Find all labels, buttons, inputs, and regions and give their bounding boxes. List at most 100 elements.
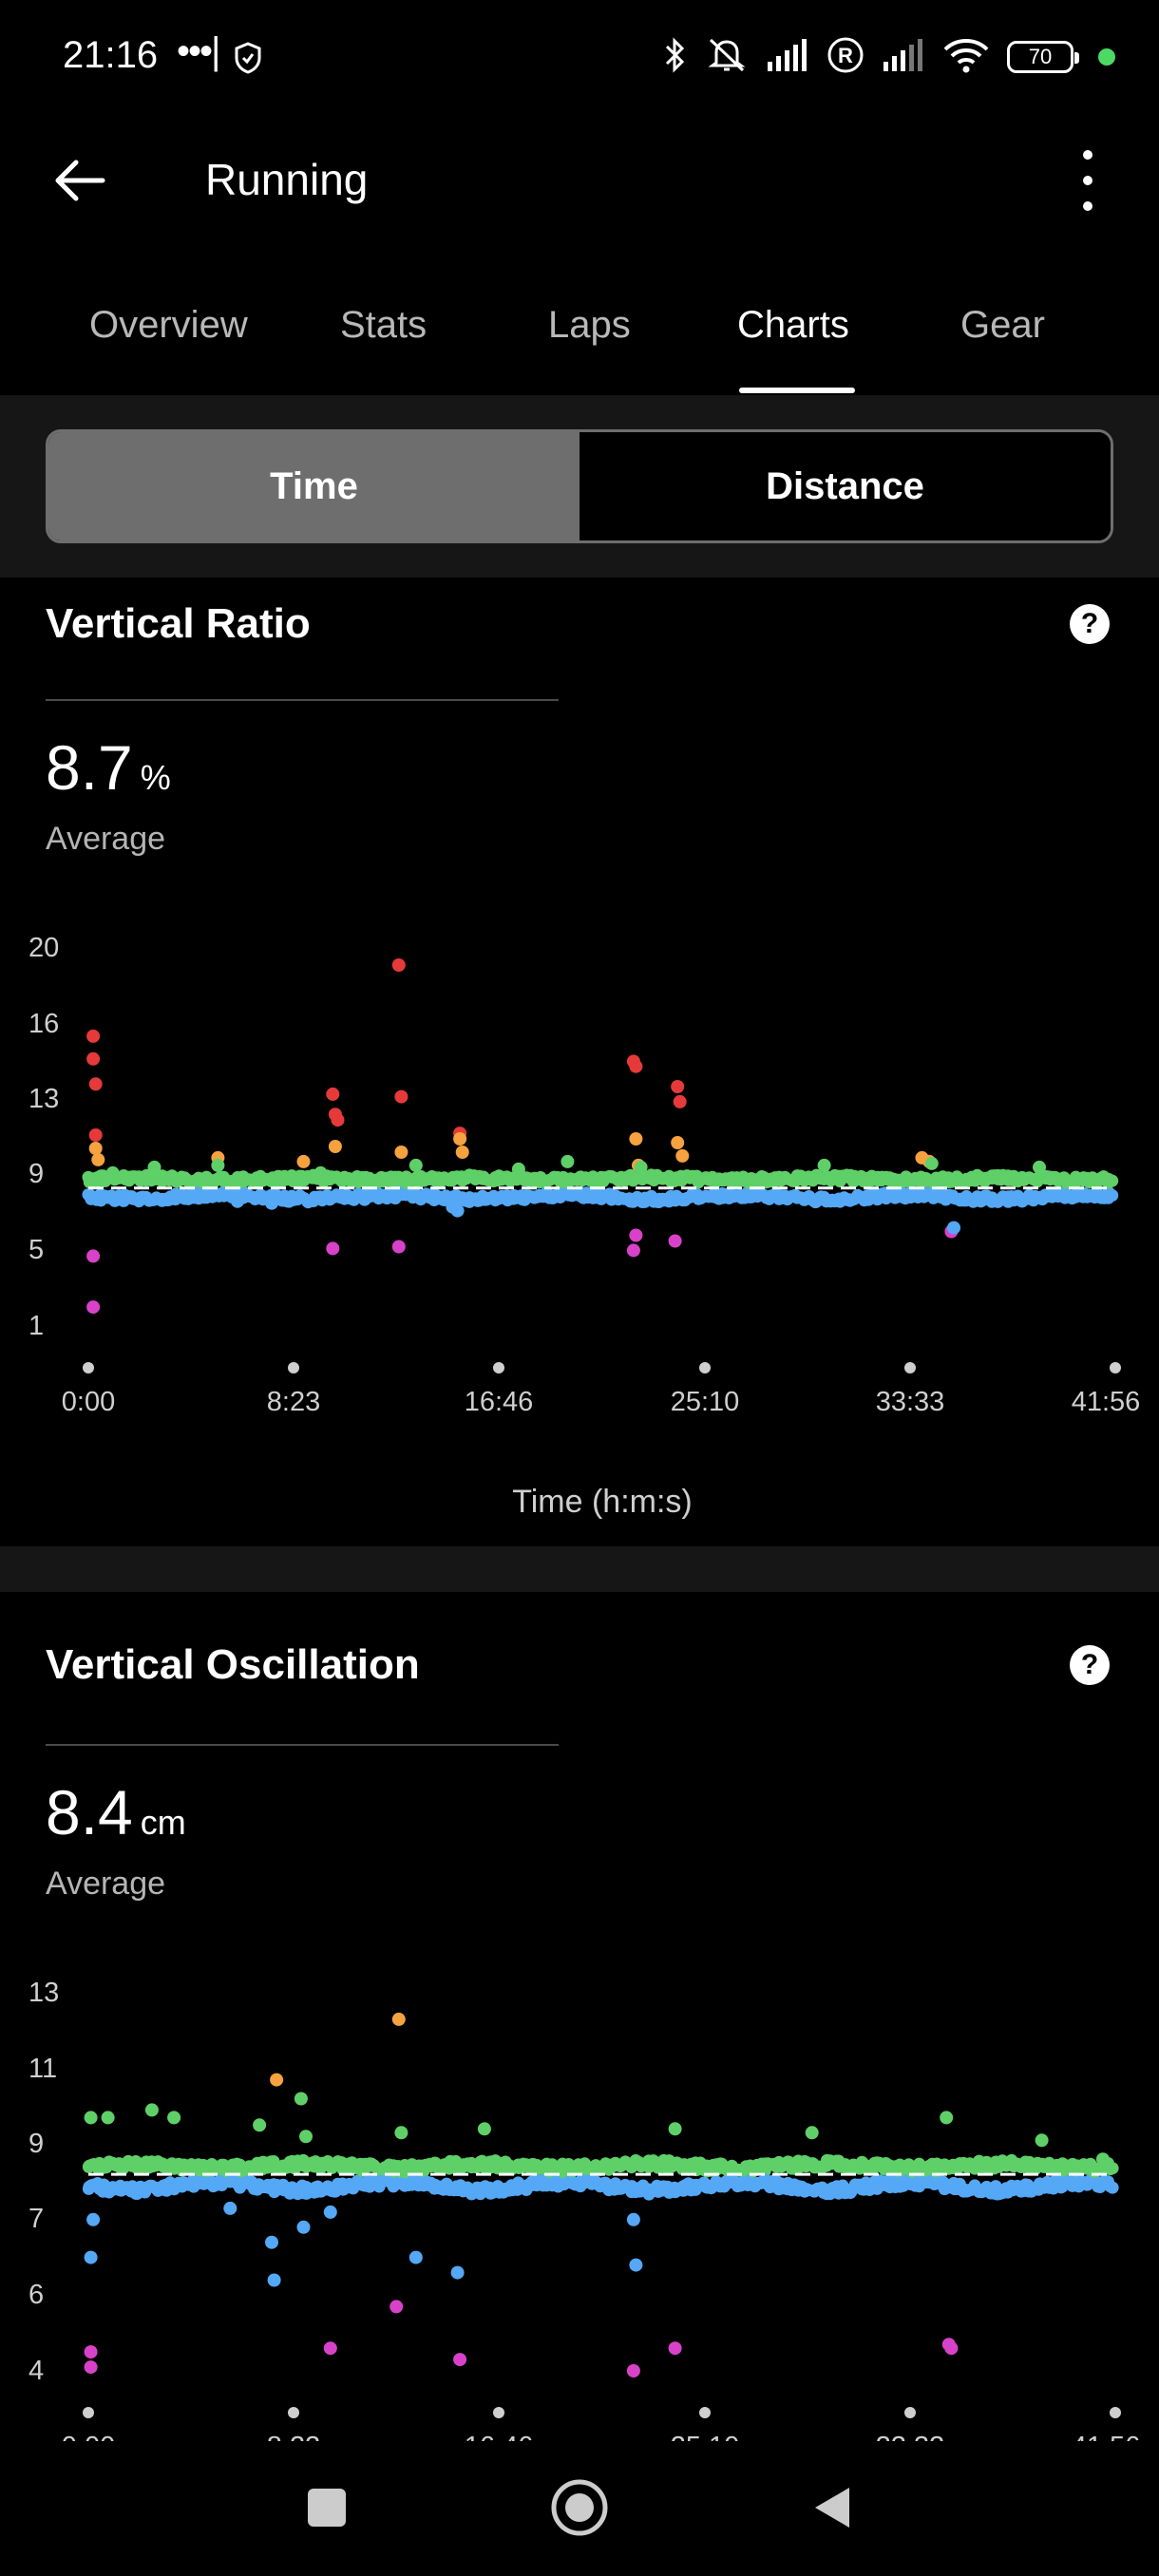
green-data-point xyxy=(817,1158,831,1172)
y-tick-label: 11 xyxy=(28,2054,58,2084)
magenta-data-point xyxy=(326,1241,340,1256)
green-data-point xyxy=(211,1158,225,1172)
x-tick-dot xyxy=(904,1362,916,1373)
orange-data-point xyxy=(88,1142,103,1155)
green-data-point xyxy=(1095,1171,1110,1185)
x-tick-dot xyxy=(288,2407,299,2418)
magenta-data-point xyxy=(668,2341,682,2356)
blue-data-point xyxy=(265,1196,278,1210)
green-data-point xyxy=(634,1160,648,1174)
distance-segment-button[interactable]: Distance xyxy=(580,432,1111,540)
wifi-icon xyxy=(942,37,990,78)
x-tick-label: 8:23 xyxy=(266,1387,321,1417)
orange-data-point xyxy=(453,1132,467,1146)
magenta-data-point xyxy=(390,2300,404,2314)
magenta-data-point xyxy=(84,2345,98,2359)
battery-icon: 70 xyxy=(1007,41,1079,73)
blue-data-point xyxy=(323,2205,337,2219)
blue-data-point xyxy=(267,2273,281,2287)
tab-stats[interactable]: Stats xyxy=(340,304,428,346)
time-segment-button[interactable]: Time xyxy=(48,432,580,540)
y-tick-label: 20 xyxy=(28,933,60,963)
average-value: 8.7% xyxy=(46,732,171,803)
orange-data-point xyxy=(629,1132,643,1146)
x-tick-label: 33:33 xyxy=(875,1387,945,1417)
green-data-point xyxy=(253,2118,267,2132)
tab-overview[interactable]: Overview xyxy=(89,304,248,346)
circle-icon xyxy=(551,2479,608,2536)
recents-button[interactable] xyxy=(289,2470,365,2546)
magenta-data-point xyxy=(629,1228,643,1242)
vertical-ratio-scatter-plot xyxy=(82,958,1119,1315)
blue-data-point xyxy=(118,1188,132,1203)
blue-data-point xyxy=(84,2250,98,2264)
orange-data-point xyxy=(671,1136,685,1149)
orange-data-point xyxy=(270,2073,284,2087)
triangle-back-icon xyxy=(815,2488,849,2528)
segment-toggle-area: Time Distance xyxy=(0,395,1159,578)
x-tick-dot xyxy=(493,1362,504,1373)
x-tick-dot xyxy=(83,1362,94,1373)
y-tick-label: 7 xyxy=(28,2204,45,2234)
average-unit: % xyxy=(140,758,171,797)
app-bar: Running xyxy=(0,123,1159,237)
red-data-point xyxy=(86,1029,101,1043)
green-data-point xyxy=(101,2111,115,2125)
roaming-icon: R xyxy=(826,36,864,79)
orange-data-point xyxy=(328,1140,342,1153)
more-options-button[interactable] xyxy=(1054,144,1121,217)
tab-laps[interactable]: Laps xyxy=(548,304,631,346)
magenta-data-point xyxy=(626,1243,640,1258)
red-data-point xyxy=(88,1128,103,1142)
x-tick-label: 33:33 xyxy=(876,2432,945,2441)
blue-data-point xyxy=(357,1192,371,1206)
section-divider xyxy=(0,1546,1159,1592)
blue-data-point xyxy=(231,1194,244,1208)
y-tick-label: 6 xyxy=(28,2280,45,2310)
magenta-data-point xyxy=(86,1249,101,1263)
blue-data-point xyxy=(729,1188,743,1203)
orange-data-point xyxy=(296,1154,311,1168)
card-title: Vertical Oscillation xyxy=(46,1641,420,1688)
y-tick-label: 16 xyxy=(28,1009,60,1039)
y-tick-label: 5 xyxy=(28,1235,45,1265)
vertical-oscillation-scatter-plot xyxy=(82,2012,1119,2377)
x-tick-dot xyxy=(1110,2407,1121,2418)
dot-icon xyxy=(1098,48,1115,66)
blue-data-point xyxy=(296,2220,311,2234)
divider xyxy=(46,699,559,701)
green-data-point xyxy=(477,2122,491,2136)
red-data-point xyxy=(671,1080,685,1093)
help-icon[interactable]: ? xyxy=(1070,604,1110,644)
blue-data-point xyxy=(626,2212,640,2226)
more-vertical-icon xyxy=(1083,150,1092,160)
blue-data-point xyxy=(1106,2181,1119,2194)
back-nav-button[interactable] xyxy=(794,2470,870,2546)
x-tick-dot xyxy=(1110,1362,1121,1373)
home-button[interactable] xyxy=(542,2470,618,2546)
blue-data-point xyxy=(160,1192,174,1206)
divider xyxy=(46,1744,559,1746)
help-icon[interactable]: ? xyxy=(1070,1645,1110,1685)
back-button[interactable] xyxy=(48,148,112,213)
tab-gear[interactable]: Gear xyxy=(960,304,1045,346)
status-icons: R 70 xyxy=(663,34,1115,80)
x-tick-dot xyxy=(904,2407,916,2418)
status-bar: 21:16 •••| R 70 xyxy=(0,0,1159,114)
tab-charts[interactable]: Charts xyxy=(737,304,849,346)
x-tick-label: 8:23 xyxy=(267,2432,320,2441)
signal-icon xyxy=(766,38,809,76)
notification-dots-icon: •••| xyxy=(177,30,220,72)
x-tick-label: 25:10 xyxy=(671,2432,740,2441)
blue-data-point xyxy=(86,2212,101,2226)
green-data-point xyxy=(1095,2152,1110,2167)
magenta-data-point xyxy=(668,1234,682,1248)
x-tick-dot xyxy=(699,2407,711,2418)
magenta-data-point xyxy=(86,1300,101,1315)
orange-data-point xyxy=(391,2012,406,2026)
y-tick-label: 13 xyxy=(28,1978,60,2008)
bluetooth-icon xyxy=(663,36,688,79)
x-tick-label: 0:00 xyxy=(61,1387,116,1417)
green-data-point xyxy=(299,2130,313,2144)
blue-data-point xyxy=(966,1194,980,1208)
